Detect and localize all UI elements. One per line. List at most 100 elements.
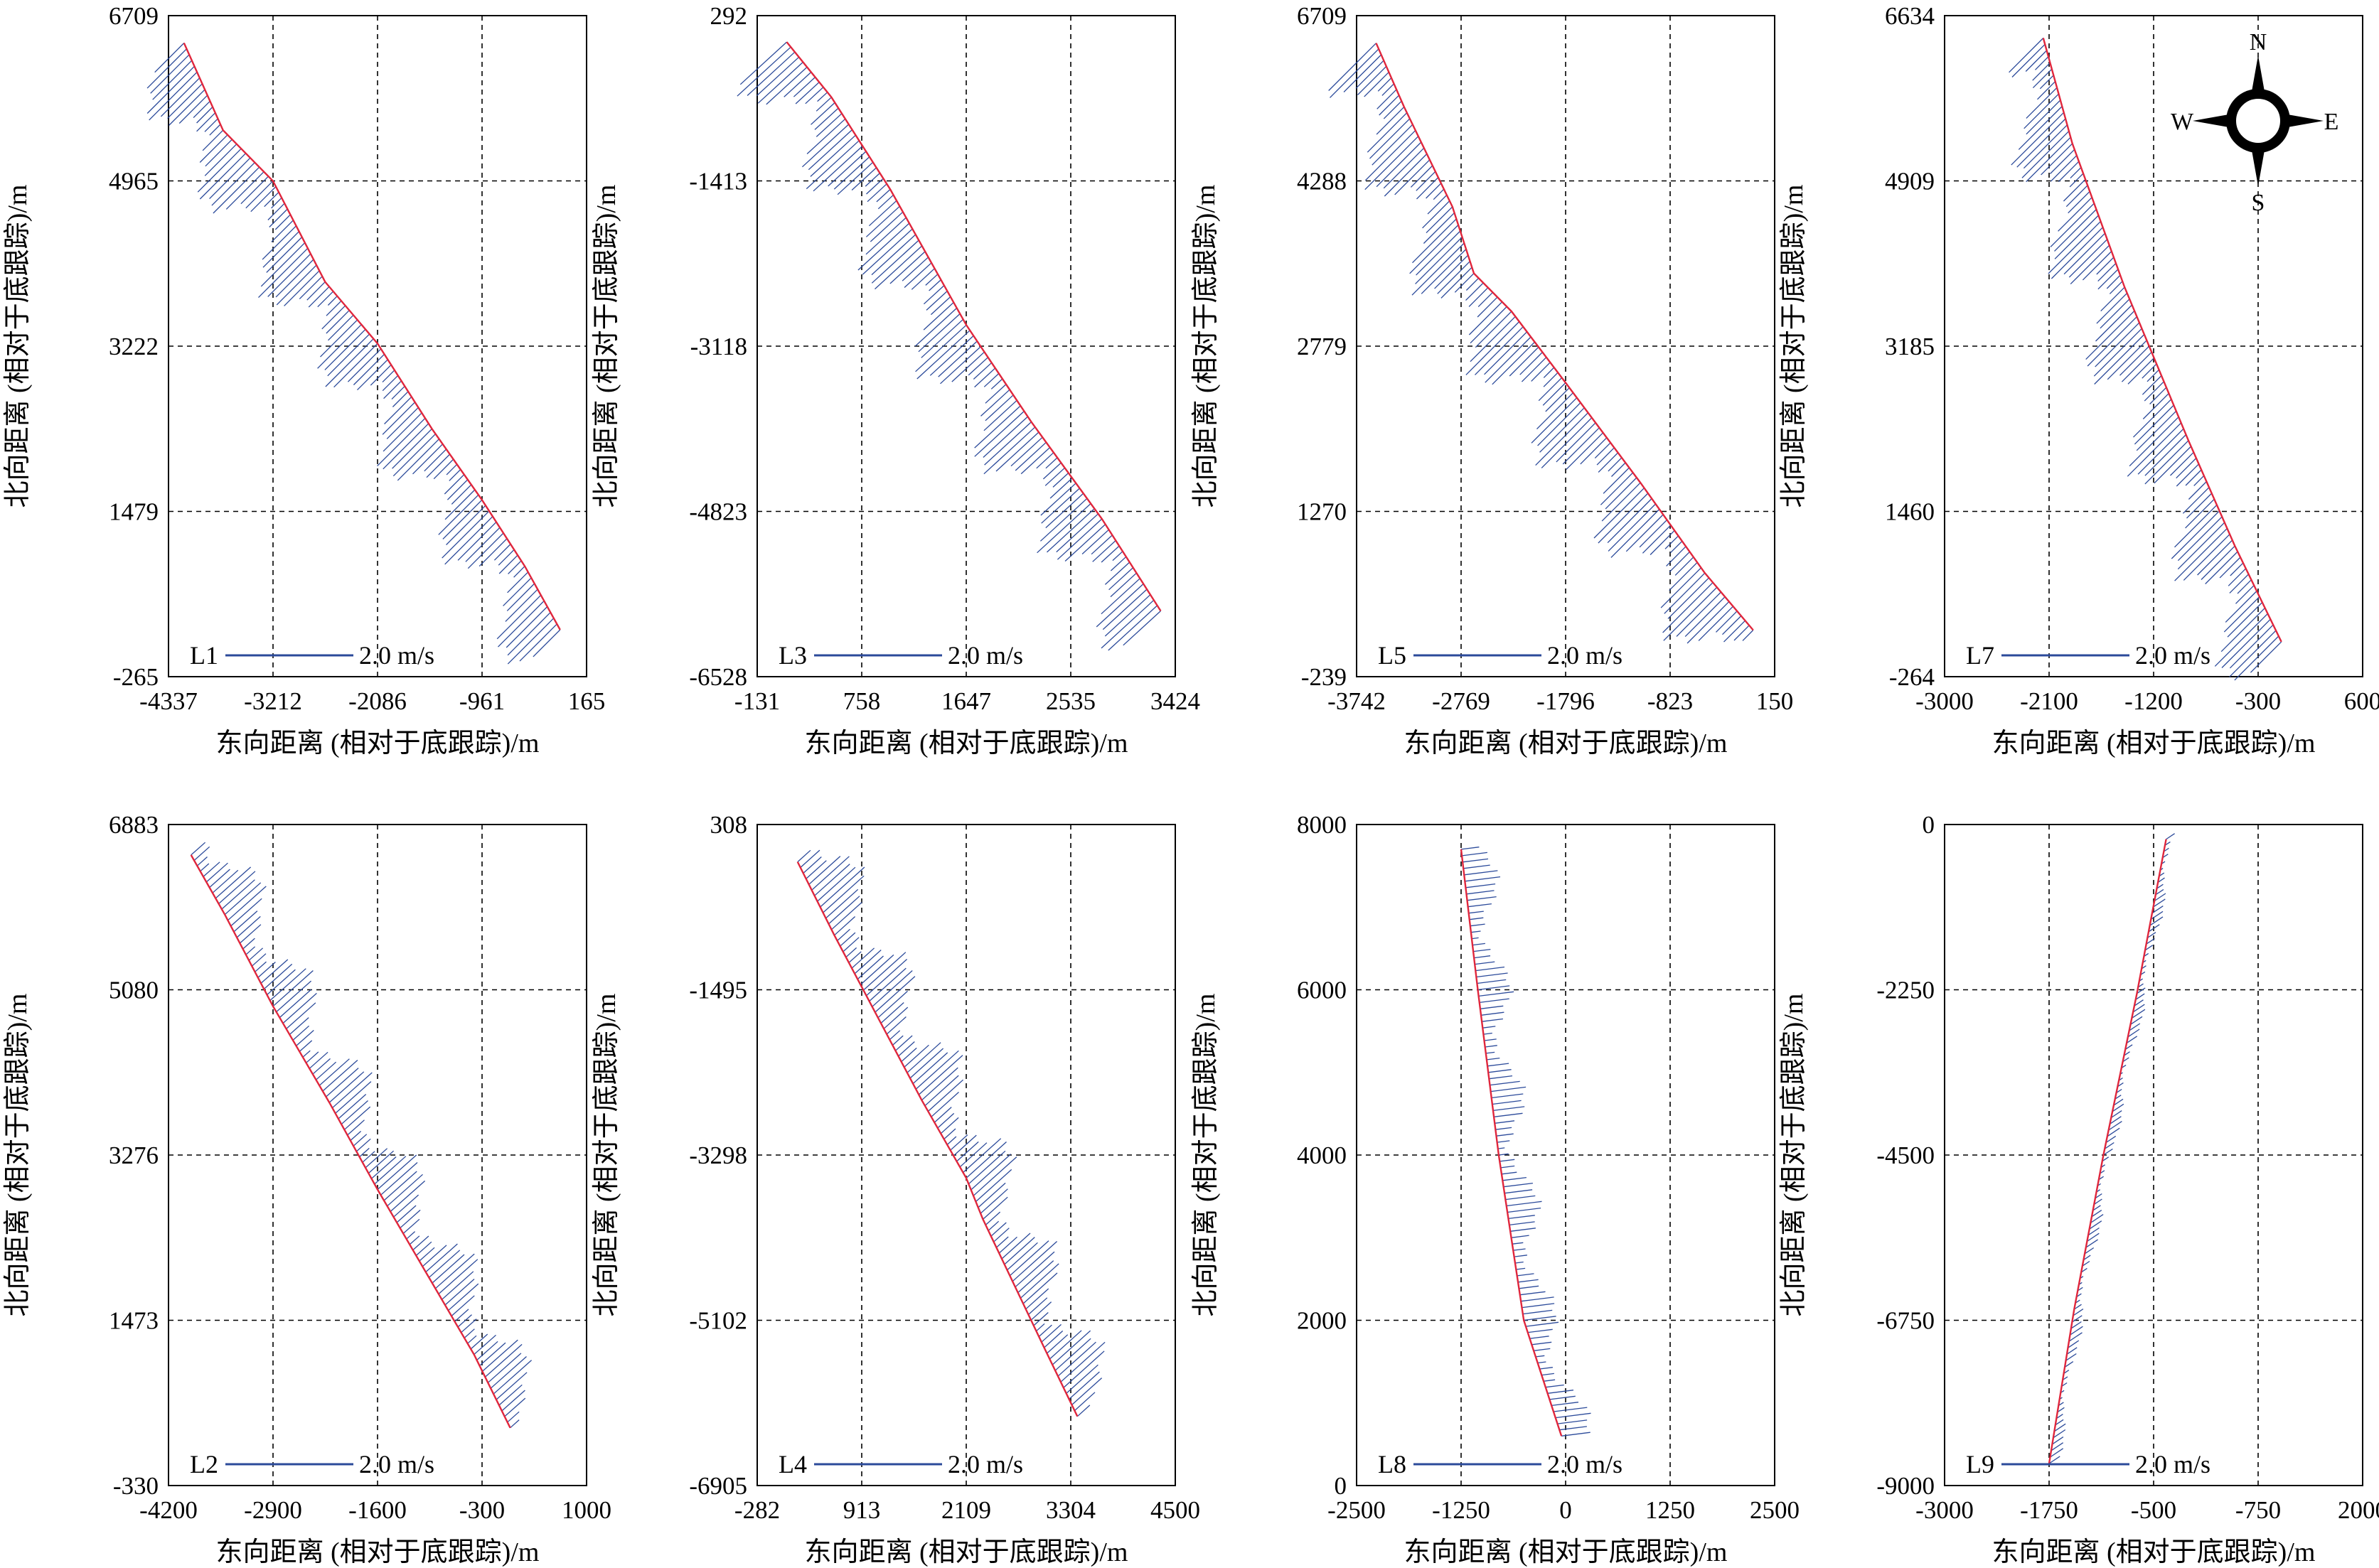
x-tick-label: 1250 [1645, 1496, 1695, 1524]
current-vector [1474, 955, 1491, 959]
current-vector [2223, 596, 2260, 633]
current-vector [2188, 481, 2207, 500]
current-vector [167, 83, 203, 119]
current-vector [479, 1342, 506, 1366]
current-vector [2070, 1321, 2082, 1329]
current-vector [409, 1235, 420, 1245]
x-tick-label: -2500 [1327, 1496, 1386, 1524]
current-vector [924, 1075, 959, 1107]
current-vector [1038, 1324, 1052, 1337]
current-vector [258, 247, 309, 299]
current-vector [286, 1002, 316, 1029]
current-vector [2095, 1193, 2102, 1199]
current-vector [2157, 877, 2165, 883]
y-axis-title: 北向距离 (相对于底跟踪)/m [3, 185, 33, 508]
current-vector [2214, 613, 2268, 667]
current-vector [357, 359, 388, 391]
current-vector [446, 505, 486, 545]
current-vector [1076, 1405, 1091, 1417]
current-vector [901, 1047, 917, 1063]
current-vector [797, 849, 811, 863]
current-vector [811, 102, 835, 125]
current-vectors [737, 41, 1161, 651]
current-vector [1733, 625, 1750, 641]
y-tick-label: 6634 [1885, 2, 1935, 30]
current-vector [843, 937, 860, 952]
current-vector [813, 145, 863, 192]
current-vector [898, 1041, 915, 1057]
current-vector [498, 554, 518, 574]
current-vector [328, 1071, 365, 1103]
current-vector [227, 886, 267, 921]
x-axis-title: 东向距离 (相对于底跟踪)/m [805, 1537, 1128, 1567]
current-vector [816, 113, 843, 137]
current-vector [326, 1068, 359, 1097]
current-vector [2154, 893, 2166, 902]
ship-track [183, 43, 561, 630]
current-vector [498, 1384, 523, 1406]
current-vector [347, 1119, 365, 1136]
current-vector [1057, 518, 1103, 560]
current-vector [501, 1390, 525, 1412]
current-vector [747, 51, 796, 96]
current-vector [1490, 1080, 1520, 1086]
y-tick-label: 6709 [1297, 2, 1347, 30]
current-vector [2148, 924, 2160, 933]
current-vector [857, 955, 884, 980]
current-vector [1364, 129, 1416, 181]
current-vector [432, 1254, 465, 1284]
current-vector [481, 1339, 518, 1372]
current-vector [1669, 540, 1683, 554]
current-vector [442, 510, 490, 559]
current-vector [883, 1006, 909, 1029]
y-tick-label: 6000 [1297, 977, 1347, 1004]
current-vector [204, 118, 218, 132]
current-vector [1509, 1221, 1535, 1226]
current-vector [2182, 487, 2210, 514]
current-vector [1501, 1171, 1517, 1175]
current-vector [1041, 488, 1080, 524]
current-vector [271, 197, 282, 209]
current-vector [1639, 519, 1667, 548]
panel-label: L7 [1966, 641, 1994, 670]
current-vector [1684, 596, 1726, 638]
current-vector [262, 231, 300, 268]
x-tick-label: -750 [2235, 1496, 2281, 1524]
current-vector [1559, 1426, 1587, 1431]
current-vector [927, 1079, 964, 1112]
current-vector [353, 1134, 368, 1147]
y-tick-label: -6528 [689, 663, 747, 691]
x-tick-label: 150 [1756, 687, 1794, 715]
current-vector [1364, 136, 1419, 190]
current-vector [2130, 1016, 2143, 1025]
current-vector [2170, 451, 2194, 476]
current-vector [1698, 606, 1733, 641]
current-vector [1045, 457, 1058, 469]
current-vector [240, 176, 269, 205]
current-vector [302, 1050, 311, 1058]
current-vector [2151, 906, 2164, 914]
current-vector [1110, 572, 1137, 598]
current-vector [2021, 130, 2070, 178]
current-vector [2106, 274, 2121, 289]
scale-bar-label: 2.0 m/s [2135, 641, 2210, 670]
current-vector [2228, 568, 2247, 586]
current-vector [377, 417, 426, 467]
current-vector [1328, 43, 1376, 91]
current-vector [1484, 331, 1528, 375]
current-vector [1488, 1069, 1512, 1073]
x-axis-title: 东向距离 (相对于底跟踪)/m [216, 729, 540, 758]
current-vector [1433, 188, 1445, 200]
y-tick-label: 0 [1923, 811, 1935, 839]
current-vector [2100, 286, 2125, 312]
x-tick-label: -961 [459, 687, 505, 715]
current-vector [1485, 1051, 1495, 1054]
ship-track [2042, 38, 2282, 643]
current-vector [2057, 1407, 2065, 1413]
current-vector [1020, 1263, 1059, 1299]
current-vector [2058, 161, 2080, 183]
current-vector [392, 433, 437, 477]
current-vector [2174, 527, 2228, 581]
current-vector [1416, 230, 1461, 276]
current-vector [1369, 118, 1411, 159]
